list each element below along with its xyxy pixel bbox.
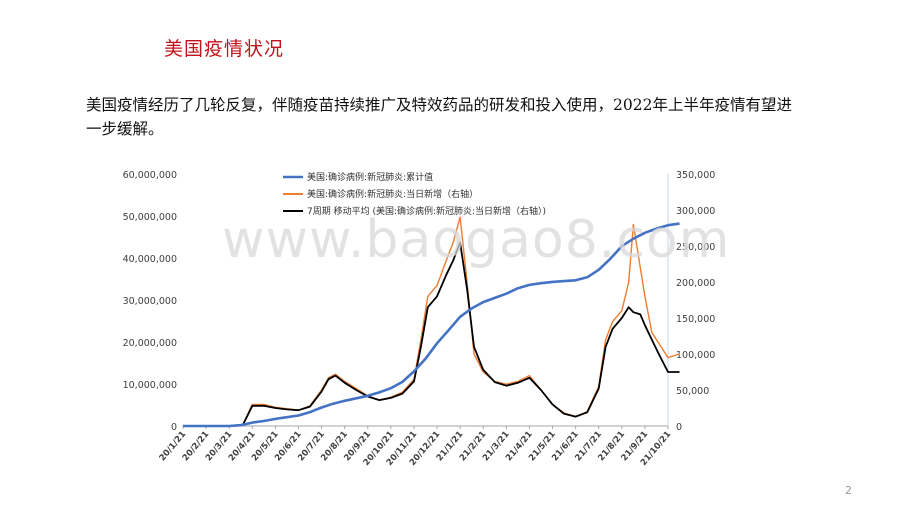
y-left-tick-label: 30,000,000 [123,296,177,307]
page-number: 2 [845,484,852,497]
slide-body-text: 美国疫情经历了几轮反复，伴随疫苗持续推广及特效药品的研发和投入使用，2022年上… [86,96,792,138]
y-right-tick-label: 350,000 [676,170,715,181]
y-right-tick-label: 300,000 [676,206,715,217]
y-left-tick-label: 50,000,000 [123,212,177,223]
legend-label: 美国:确诊病例:新冠肺炎:累计值 [307,171,433,183]
moving-average-series-line [183,241,680,427]
y-right-tick-label: 200,000 [676,278,715,289]
y-right-tick-label: 50,000 [676,386,709,397]
y-left-tick-label: 20,000,000 [123,338,177,349]
y-left-tick-label: 0 [171,422,177,433]
y-left-tick-label: 40,000,000 [123,254,177,265]
y-right-tick-label: 150,000 [676,314,715,325]
y-left-tick-label: 10,000,000 [123,380,177,391]
y-right-tick-label: 0 [676,422,682,433]
y-right-tick-label: 250,000 [676,242,715,253]
y-right-tick-label: 100,000 [676,350,715,361]
y-left-tick-label: 60,000,000 [123,170,177,181]
watermark: www.baogao8.com [222,210,731,270]
cumulative-series-line [183,222,680,428]
legend-label: 美国:确诊病例:新冠肺炎:当日新增（右轴） [307,188,478,200]
legend-label: 7周期 移动平均 (美国:确诊病例:新冠肺炎:当日新增（右轴）) [307,205,546,217]
slide-title: 美国疫情状况 [164,38,285,60]
